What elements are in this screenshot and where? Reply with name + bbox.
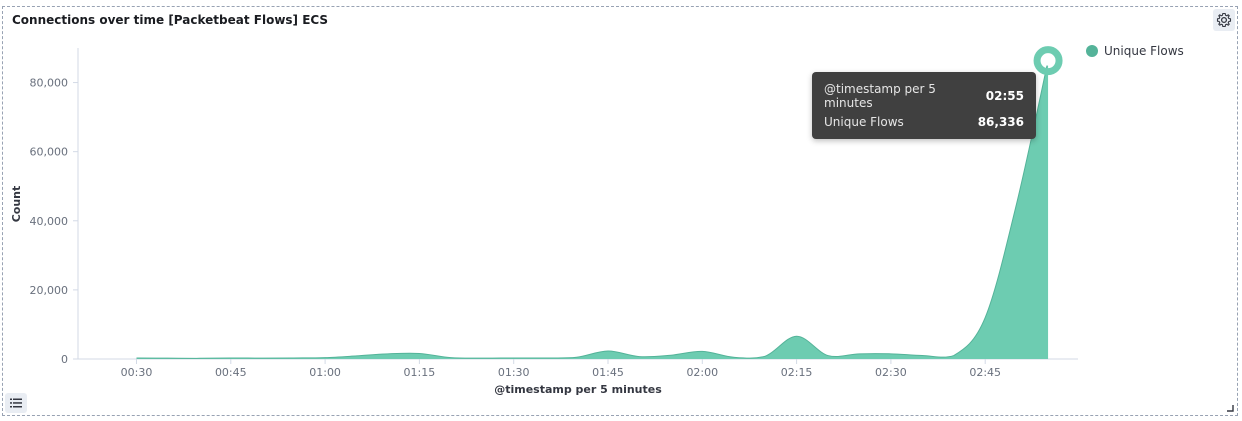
y-tick-label: 60,000 (30, 146, 69, 159)
y-axis: 0 20,000 40,000 60,000 80,000 (30, 48, 79, 366)
x-axis: 00:30 00:45 01:00 01:15 01:30 01:45 02:00 02:15… (78, 358, 1078, 379)
x-axis-title: @timestamp per 5 minutes (494, 383, 662, 396)
tooltip-y-label: Unique Flows (824, 115, 904, 129)
highlighted-point-center (1043, 55, 1054, 66)
y-tick-label: 80,000 (30, 77, 69, 90)
x-tick-label: 02:30 (875, 366, 907, 379)
y-tick-label: 20,000 (30, 284, 69, 297)
highlighted-point (1033, 46, 1063, 76)
legend-item-unique-flows[interactable]: Unique Flows (1086, 44, 1184, 58)
y-axis-title: Count (10, 186, 23, 223)
chart-tooltip: @timestamp per 5 minutes 02:55 Unique Fl… (812, 72, 1036, 139)
gear-icon (1216, 12, 1232, 28)
legend-label: Unique Flows (1104, 44, 1184, 58)
x-tick-label: 00:45 (215, 366, 247, 379)
x-tick-label: 02:15 (781, 366, 813, 379)
panel-title: Connections over time [Packetbeat Flows]… (12, 13, 329, 27)
resize-handle-icon[interactable] (1226, 404, 1234, 412)
tooltip-x-label: @timestamp per 5 minutes (824, 82, 936, 110)
x-tick-label: 02:00 (686, 366, 718, 379)
y-tick-label: 0 (61, 353, 68, 366)
y-tick-label: 40,000 (30, 215, 69, 228)
x-tick-label: 01:45 (592, 366, 624, 379)
legend-color-dot (1086, 45, 1098, 57)
x-tick-label: 02:45 (969, 366, 1001, 379)
panel-options-button[interactable] (1213, 9, 1235, 31)
legend-toggle-button[interactable] (5, 393, 27, 413)
x-tick-label: 00:30 (121, 366, 153, 379)
series-line-unique-flows (136, 60, 1049, 359)
x-tick-label: 01:30 (498, 366, 530, 379)
tooltip-y-value: 86,336 (977, 115, 1024, 129)
x-tick-label: 01:00 (309, 366, 341, 379)
list-icon (10, 398, 22, 408)
tooltip-x-value: 02:55 (985, 89, 1024, 103)
x-tick-label: 01:15 (404, 366, 436, 379)
